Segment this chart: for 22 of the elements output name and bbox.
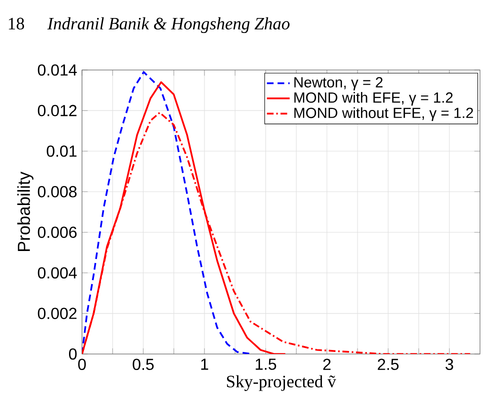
x-tick-label: 1.5 (256, 358, 276, 370)
legend-label: Newton, γ = 2 (294, 77, 383, 90)
y-tick-label: 0.01 (46, 145, 76, 157)
text: Indranil Banik & Hongsheng Zhao (47, 17, 290, 34)
y-tick-label: 0.008 (38, 186, 77, 198)
y-tick-label: 0.006 (38, 226, 77, 238)
y-tick-label: 0.012 (38, 104, 76, 116)
x-axis-title: Sky-projected ṽ (227, 375, 336, 391)
legend-label: MOND without EFE, γ = 1.2 (294, 107, 473, 121)
x-tick-label: 0.5 (132, 358, 154, 370)
legend-label: MOND with EFE, γ = 1.2 (294, 92, 453, 106)
x-tick-label: 0 (78, 358, 86, 370)
x-tick-label: 1 (201, 358, 208, 370)
y-axis-title: Probability (17, 172, 34, 252)
y-tick-label: 0.004 (38, 267, 77, 279)
x-tick-label: 2.5 (378, 358, 399, 370)
text: 18 (8, 18, 24, 30)
y-tick-label: 0 (69, 348, 77, 360)
x-tick-label: 2 (323, 358, 331, 370)
y-tick-label: 0.002 (38, 308, 76, 320)
y-tick-label: 0.014 (38, 64, 77, 76)
x-tick-label: 3 (446, 358, 454, 370)
